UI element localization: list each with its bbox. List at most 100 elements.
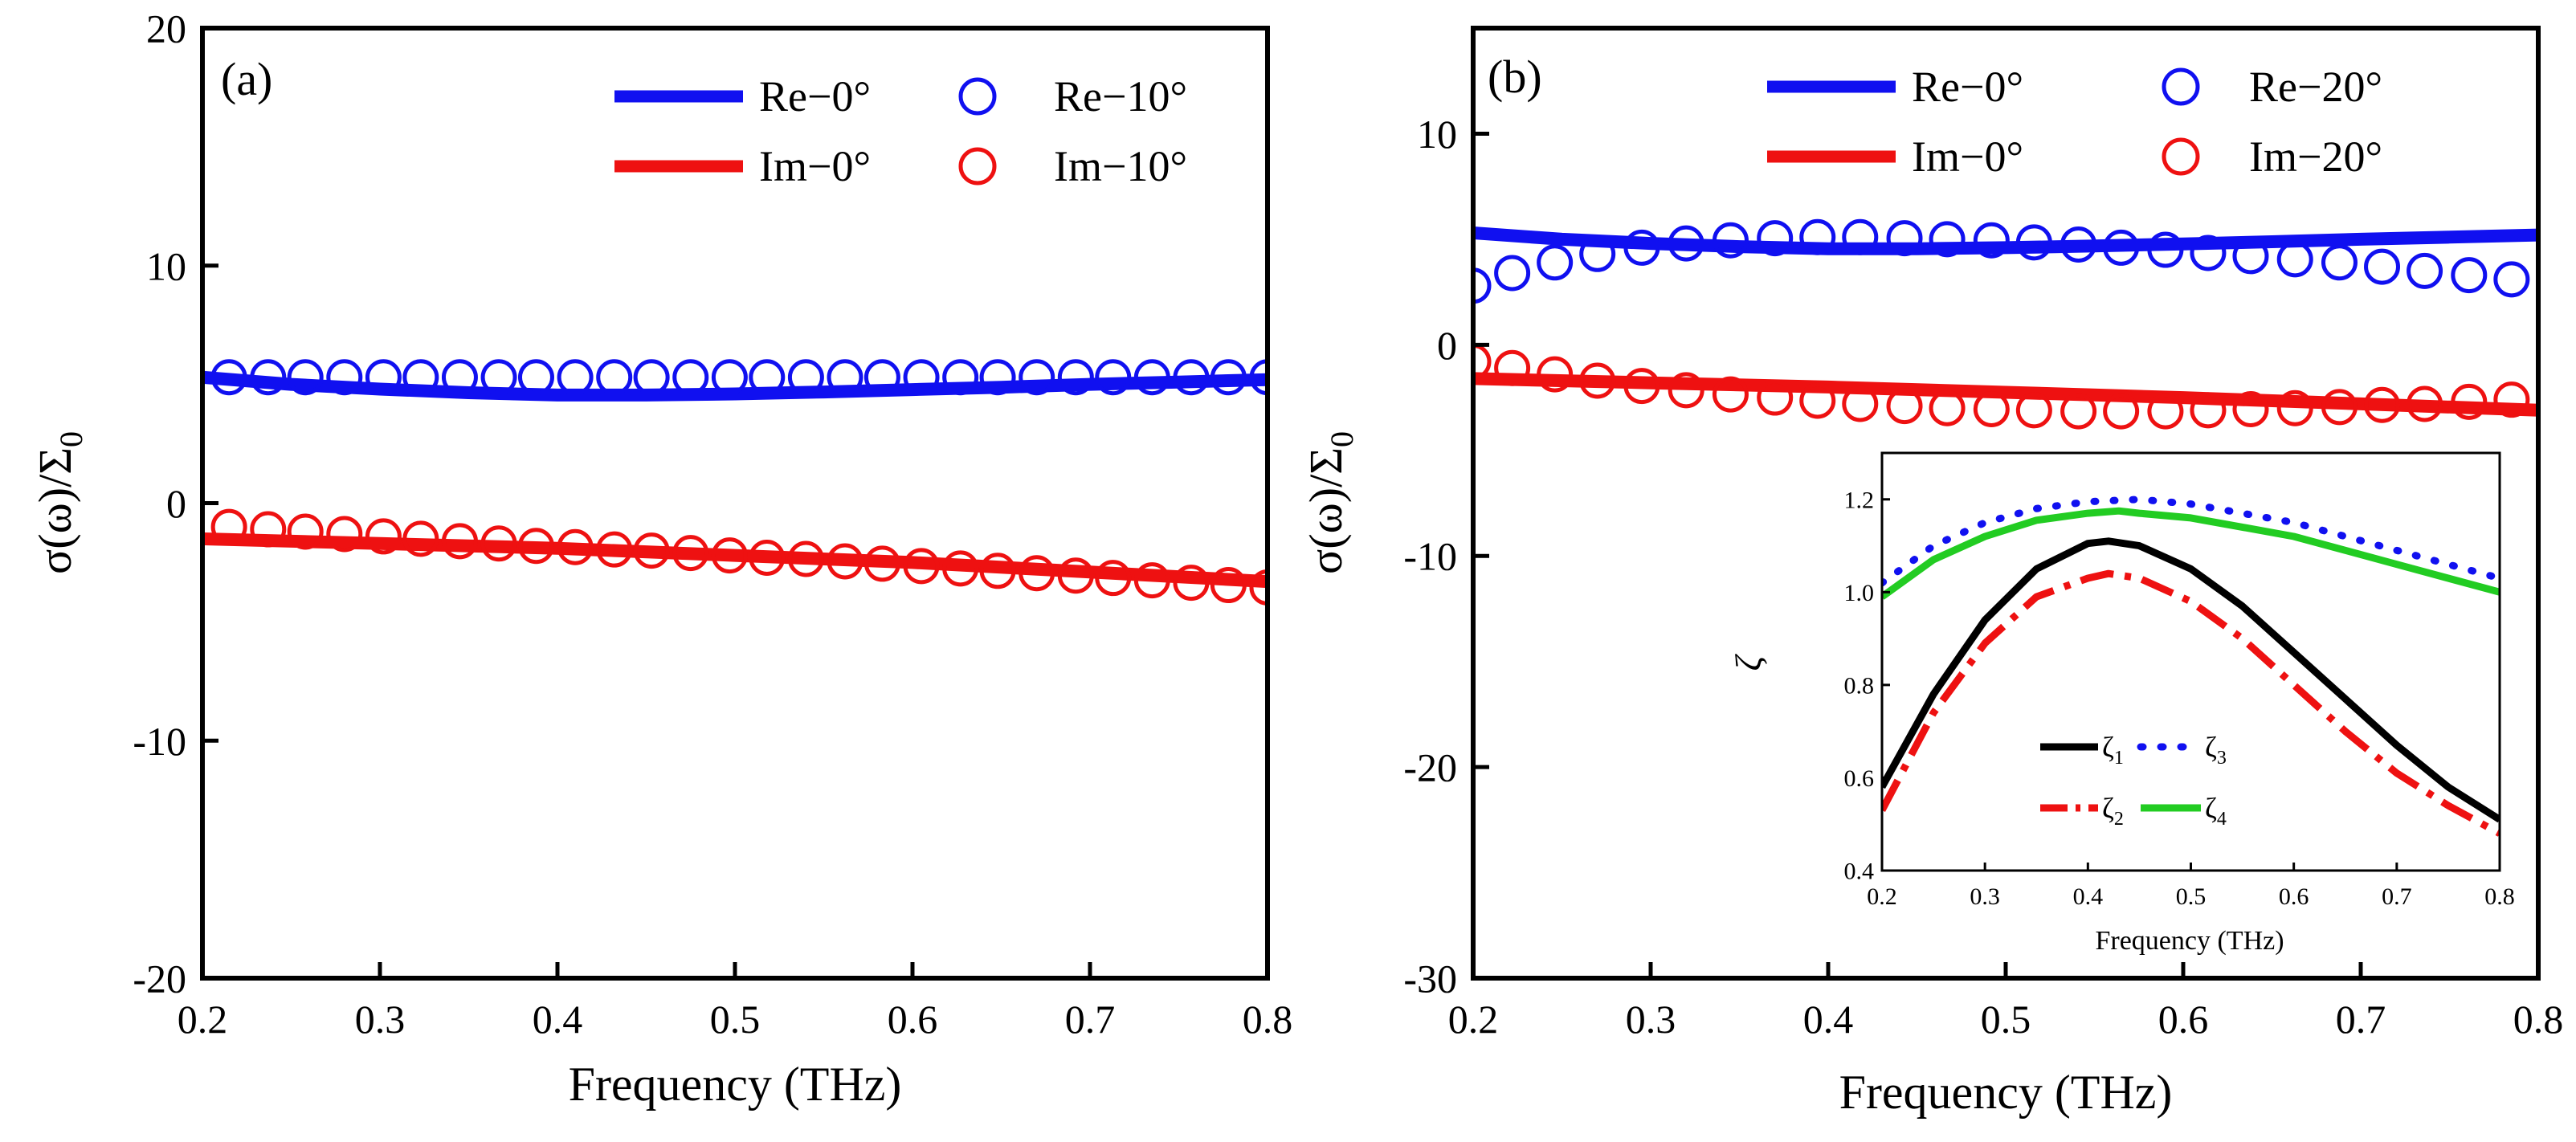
panel-b-ylabel: σ(ω)/Σ0 [1300, 431, 1360, 574]
a-series-re-10-marker [942, 359, 979, 396]
a-series-im-10-marker [633, 532, 670, 569]
b-series-re-20-marker [2190, 235, 2227, 271]
a-series-re-10-marker [1249, 359, 1268, 396]
b-inset-xtick-label: 0.3 [1970, 883, 2000, 910]
a-series-im-10-marker [1095, 560, 1132, 597]
legend-text-im-10: Im−10° [1054, 142, 1187, 190]
inset-legend-z1: ζ1 [2102, 731, 2124, 769]
b-series-im-20-marker [1623, 368, 1660, 405]
a-series-re-10-marker [287, 359, 324, 396]
inset-legend: ζ1 ζ3 ζ2 ζ4 [2040, 731, 2227, 830]
b-series-re-20-marker [2321, 244, 2358, 281]
b-xtick-label: 0.6 [2158, 997, 2209, 1042]
a-series-re-10-marker [210, 359, 247, 396]
a-series-im-10-marker [672, 535, 709, 572]
a-series-re-10-marker [1019, 359, 1055, 396]
a-series-re-10-marker [326, 359, 363, 396]
inset-legend-z3: ζ3 [2205, 731, 2227, 769]
b-series-im-20-marker [2493, 381, 2530, 418]
b-inset-series-4 [1882, 507, 2500, 600]
b-series-re-20-marker [2493, 261, 2530, 298]
b-series-re-20-marker [1842, 218, 1879, 255]
b-xtick-label: 0.5 [1981, 997, 2031, 1042]
panel-b-xlabel: Frequency (THz) [1839, 1066, 2173, 1119]
b-inset-xtick-label: 0.7 [2382, 883, 2412, 910]
a-series-re-10-marker [1133, 359, 1170, 396]
svg-text:σ(ω)/Σ0: σ(ω)/Σ0 [29, 431, 89, 574]
a-series-im-10-marker [979, 553, 1016, 589]
a-ytick-label: 10 [146, 243, 186, 288]
a-series-re-10-marker [1095, 359, 1132, 396]
a-series-re-10-marker [517, 359, 554, 396]
a-xtick-label: 0.3 [355, 997, 406, 1042]
panel-a-ylabel: σ(ω)/Σ0 [29, 431, 89, 574]
b-series-im-20-marker [1712, 376, 1749, 413]
a-series-re-10-marker [979, 359, 1016, 396]
a-series-im-10-marker [1133, 562, 1170, 599]
b-series-im-20-marker [2407, 385, 2443, 422]
b-series-re-20-marker [1886, 220, 1923, 257]
b-series-re-20-marker [2060, 226, 2097, 263]
inset-legend-z2: ζ2 [2102, 792, 2124, 830]
b-series-im-20-marker [1757, 379, 1794, 416]
a-series-re-10-marker [365, 359, 402, 396]
a-series-im-10-marker [942, 550, 979, 587]
a-series-im-10-marker [250, 511, 287, 548]
panel-a-xlabel: Frequency (THz) [569, 1058, 902, 1111]
b-series-re-20-marker [1623, 229, 1660, 266]
b-series-re-20-marker [1579, 235, 1616, 272]
inset-xlabel: Frequency (THz) [2095, 926, 2284, 956]
a-series-re-10-marker [827, 359, 863, 396]
b-series-re-20-marker [1473, 267, 1492, 304]
a-series-im-10-marker [749, 540, 786, 577]
b-series-im-20-marker [1842, 385, 1879, 422]
a-series-re-10-marker [250, 359, 287, 396]
a-series-im-10-marker [1019, 555, 1055, 592]
b-series-im-20-marker [1579, 362, 1616, 399]
a-series-im-10-marker [711, 537, 748, 574]
b-series-im-20-marker [1473, 343, 1492, 380]
b-series-im-20-marker [1799, 382, 1836, 419]
a-xtick-label: 0.4 [533, 997, 583, 1042]
a-series-im-10-marker [827, 543, 863, 580]
b-ytick-label: 0 [1437, 323, 1457, 368]
inset-legend-z4: ζ4 [2205, 792, 2227, 830]
a-series-re-10-marker [402, 359, 439, 396]
a-series-re-10-marker [480, 359, 517, 396]
a-series-im-10-marker [1057, 557, 1094, 594]
b-series-im-20-marker [1494, 349, 1531, 386]
b-inset-series-1 [1882, 537, 2500, 823]
a-series-re-10-marker [1057, 359, 1094, 396]
legend-text-re-0-b: Re−0° [1912, 63, 2023, 111]
a-series-re-10-marker [903, 359, 940, 396]
a-xtick-label: 0.2 [178, 997, 228, 1042]
a-series-im-10-marker [441, 523, 478, 560]
a-series-im-10-marker [1210, 567, 1247, 604]
a-series-im-10-marker [326, 516, 363, 553]
panel-b: 0.2 0.3 0.4 0.5 0.6 0.7 0.8 -30 -20 -10 0 10 (b) Fr… [1300, 26, 2563, 1119]
legend-marker-re-10 [958, 77, 997, 116]
b-series-re-20-marker [2103, 229, 2140, 266]
b-series-im-20-marker [2451, 383, 2488, 420]
a-series-re-10-marker [787, 359, 824, 396]
a-series-im-10-marker [402, 520, 439, 557]
a-series-im-10-marker [1249, 569, 1268, 606]
b-inset-ytick-label: 1.0 [1844, 580, 1875, 606]
b-series-im-20-marker [2103, 393, 2140, 430]
a-series-re-10-marker [711, 359, 748, 396]
b-series-im-20-marker [1537, 356, 1574, 393]
a-ytick-label: 0 [166, 481, 186, 526]
inset-ylabel: ζ [1728, 653, 1769, 671]
a-series-im-10-marker [863, 545, 900, 582]
a-series-im-10-marker [365, 518, 402, 555]
b-inset-xtick-label: 0.4 [2073, 883, 2104, 910]
legend-marker-im-10 [958, 147, 997, 186]
panel-b-legend: Re−0° Im−0° Re−20° Im−20° [1767, 63, 2382, 181]
b-ytick-label: -10 [1403, 534, 1457, 579]
a-series-im-10-marker [787, 540, 824, 577]
b-inset-xtick-label: 0.2 [1867, 883, 1897, 910]
b-series-re-20-marker [1494, 255, 1531, 292]
a-ytick-label: -20 [133, 956, 186, 1001]
panel-a-ylabel-main: σ(ω)/Σ [29, 447, 81, 574]
b-inset-xtick-label: 0.6 [2279, 883, 2309, 910]
